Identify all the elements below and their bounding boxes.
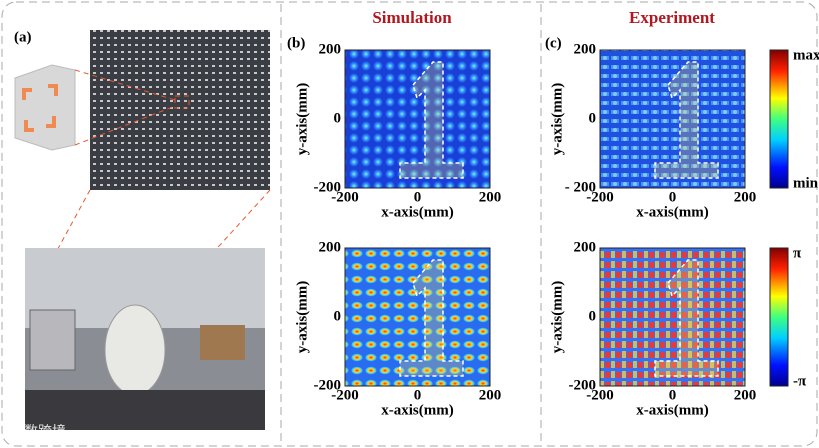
colorbar bbox=[769, 49, 789, 189]
panel-title: Experiment bbox=[629, 8, 715, 27]
panel-label: (a) bbox=[14, 29, 32, 45]
x-tick-label: -200 bbox=[331, 387, 359, 403]
x-tick-label: -200 bbox=[586, 387, 614, 403]
unit-cell-inset bbox=[14, 64, 76, 151]
colorbar-label: min bbox=[793, 175, 819, 191]
connector bbox=[29, 69, 271, 301]
panel-title: Simulation bbox=[372, 8, 452, 27]
heatmap bbox=[599, 49, 746, 189]
y-axis-label: y-axis(mm) bbox=[549, 83, 565, 155]
target-outline bbox=[654, 61, 719, 179]
x-axis-label: x-axis(mm) bbox=[381, 204, 453, 220]
y-tick-label: 0 bbox=[589, 308, 597, 324]
x-axis-label: x-axis(mm) bbox=[636, 402, 708, 418]
x-tick-label: 0 bbox=[669, 189, 677, 205]
x-tick-label: 0 bbox=[414, 387, 422, 403]
target-outline bbox=[399, 259, 464, 377]
setup-photo-panel bbox=[29, 309, 76, 371]
x-tick-label: 200 bbox=[734, 189, 757, 205]
unit-cell-elements bbox=[22, 84, 58, 132]
y-tick-label: 200 bbox=[574, 239, 597, 255]
target-outline bbox=[654, 259, 719, 377]
setup-photo-table bbox=[25, 390, 265, 430]
colorbar-label: max bbox=[793, 47, 819, 63]
digit-one-outline bbox=[654, 259, 719, 377]
watermark: 大数跨境 bbox=[10, 424, 66, 440]
y-tick-label: 200 bbox=[574, 41, 597, 57]
heatmap bbox=[344, 49, 491, 189]
x-tick-label: 200 bbox=[734, 387, 757, 403]
y-tick-label: -200 bbox=[314, 377, 342, 393]
y-axis-label: y-axis(mm) bbox=[549, 281, 565, 353]
y-tick-label: -200 bbox=[569, 377, 597, 393]
y-tick-label: 0 bbox=[334, 110, 342, 126]
heatmap bbox=[599, 247, 746, 387]
y-tick-label: 200 bbox=[319, 239, 342, 255]
colorbar-label: π bbox=[793, 245, 802, 261]
heatmap bbox=[344, 247, 491, 387]
y-tick-label: - 200 bbox=[565, 179, 596, 195]
colorbar bbox=[769, 247, 789, 387]
x-tick-label: -200 bbox=[331, 189, 359, 205]
target-outline bbox=[399, 61, 464, 179]
colorbar-label: -π bbox=[793, 373, 807, 389]
panel-label: (b) bbox=[287, 35, 305, 51]
x-tick-label: -200 bbox=[586, 189, 614, 205]
setup-photo-lens bbox=[104, 304, 166, 396]
y-tick-label: 200 bbox=[319, 41, 342, 57]
panel-label: (c) bbox=[545, 35, 562, 51]
x-tick-label: 200 bbox=[479, 189, 502, 205]
digit-one-outline bbox=[654, 61, 719, 179]
setup-photo-box bbox=[200, 325, 245, 360]
x-tick-label: 200 bbox=[479, 387, 502, 403]
x-axis-label: x-axis(mm) bbox=[381, 402, 453, 418]
y-tick-label: 0 bbox=[589, 110, 597, 126]
y-axis-label: y-axis(mm) bbox=[294, 83, 310, 155]
digit-one-outline bbox=[399, 259, 464, 377]
y-tick-label: 0 bbox=[334, 308, 342, 324]
y-axis-label: y-axis(mm) bbox=[294, 281, 310, 353]
x-tick-label: 0 bbox=[669, 387, 677, 403]
digit-one-outline bbox=[399, 61, 464, 179]
y-tick-label: -200 bbox=[314, 179, 342, 195]
metasurface-photo bbox=[90, 30, 270, 190]
x-axis-label: x-axis(mm) bbox=[636, 204, 708, 220]
x-tick-label: 0 bbox=[414, 189, 422, 205]
